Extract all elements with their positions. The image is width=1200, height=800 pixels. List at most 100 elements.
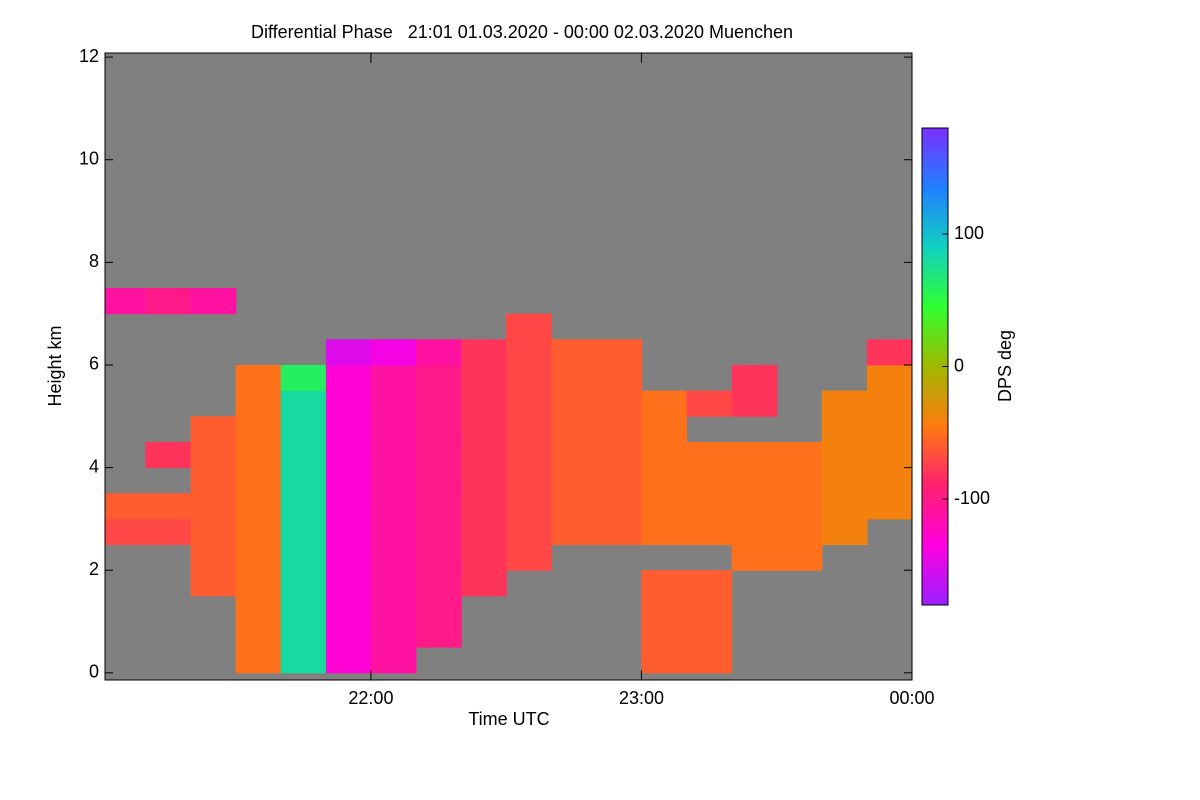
heatmap-cell (506, 416, 552, 443)
heatmap-cell (235, 493, 282, 520)
heatmap-cell (866, 493, 912, 520)
heatmap-cell (506, 493, 552, 520)
heatmap-cell (325, 518, 372, 546)
heatmap-cell (235, 364, 282, 392)
heatmap-cell (325, 570, 372, 597)
y-tick-label: 8 (89, 251, 99, 271)
heatmap-cell (596, 390, 643, 417)
heatmap-cell (235, 390, 282, 417)
heatmap-cell (686, 493, 733, 520)
plot-frame (104, 52, 913, 681)
heatmap-cell (551, 518, 597, 546)
heatmap-cell (415, 595, 462, 623)
heatmap-cell (105, 493, 146, 520)
heatmap-cell (506, 467, 552, 494)
heatmap-cell (821, 416, 868, 443)
heatmap-cell (866, 364, 912, 392)
heatmap-cell (866, 467, 912, 494)
heatmap-cell (325, 339, 372, 366)
heatmap-cell (641, 390, 688, 417)
heatmap-cell (866, 390, 912, 417)
heatmap-cell (370, 544, 417, 571)
heatmap-cell (461, 493, 507, 520)
heatmap-cell (596, 467, 643, 494)
heatmap-cell (551, 441, 597, 469)
heatmap-cell (641, 621, 688, 648)
heatmap-cell (776, 441, 823, 469)
x-tick-label: 23:00 (619, 688, 664, 708)
y-tick-label: 10 (79, 148, 99, 168)
heatmap-cell (370, 493, 417, 520)
heatmap-cell (686, 621, 733, 648)
heatmap-cell (235, 595, 282, 623)
heatmap-cell (370, 467, 417, 494)
heatmap-cell (641, 595, 688, 623)
heatmap-cell (235, 570, 282, 597)
heatmap-cell (731, 390, 778, 417)
heatmap-cell (370, 416, 417, 443)
heatmap-cell (370, 441, 417, 469)
heatmap-cell (105, 287, 146, 315)
heatmap-cell (461, 339, 507, 366)
heatmap-cell (190, 493, 237, 520)
heatmap-cell (415, 493, 462, 520)
heatmap-cell (731, 518, 778, 546)
heatmap-cell (551, 364, 597, 392)
heatmap-cell (415, 339, 462, 366)
heatmap-cell (686, 390, 733, 417)
heatmap-cell (641, 570, 688, 597)
heatmap-cell (821, 493, 868, 520)
heatmap-cell (415, 390, 462, 417)
heatmap-cell (325, 493, 372, 520)
heatmap-cell (506, 390, 552, 417)
heatmap-cell (506, 544, 552, 571)
heatmap-cell (731, 441, 778, 469)
heatmap-cell (280, 570, 327, 597)
heatmap-cell (551, 467, 597, 494)
heatmap-cell (866, 339, 912, 366)
heatmap-cell (506, 339, 552, 366)
heatmap-cell (641, 441, 688, 469)
heatmap-cell (506, 441, 552, 469)
heatmap-cell (776, 518, 823, 546)
heatmap-cell (506, 364, 552, 392)
heatmap-cell (641, 416, 688, 443)
heatmap-cell (821, 441, 868, 469)
heatmap-cell (280, 621, 327, 648)
heatmap-cell (370, 595, 417, 623)
y-tick-label: 6 (89, 354, 99, 374)
heatmap-cell (866, 441, 912, 469)
heatmap-cell (686, 518, 733, 546)
colorbar-tick-label: 100 (954, 223, 984, 243)
colorbar-tick-label: -100 (954, 488, 990, 508)
heatmap-cell (190, 570, 237, 597)
heatmap-cell (461, 416, 507, 443)
heatmap-cell (235, 441, 282, 469)
heatmap-cell (415, 364, 462, 392)
heatmap-cell (325, 390, 372, 417)
heatmap-cell (280, 467, 327, 494)
heatmap-cell (325, 647, 372, 674)
heatmap-cell (461, 364, 507, 392)
heatmap-cell (821, 467, 868, 494)
heatmap-cell (551, 416, 597, 443)
heatmap-cell (280, 518, 327, 546)
heatmap-cell (686, 467, 733, 494)
heatmap-cell (866, 416, 912, 443)
heatmap-cell (370, 364, 417, 392)
heatmap-cell (280, 595, 327, 623)
heatmap-cell (821, 518, 868, 546)
heatmap-cell (776, 467, 823, 494)
heatmap-cell (235, 544, 282, 571)
heatmap-cell (461, 441, 507, 469)
heatmap-cell (235, 621, 282, 648)
heatmap-cell (596, 364, 643, 392)
heatmap-cell (145, 518, 192, 546)
heatmap-cell (370, 390, 417, 417)
x-tick-label: 22:00 (348, 688, 393, 708)
heatmap-cell (641, 518, 688, 546)
heatmap-cell (325, 544, 372, 571)
heatmap-cell (235, 647, 282, 674)
x-axis-label: Time UTC (468, 709, 549, 729)
